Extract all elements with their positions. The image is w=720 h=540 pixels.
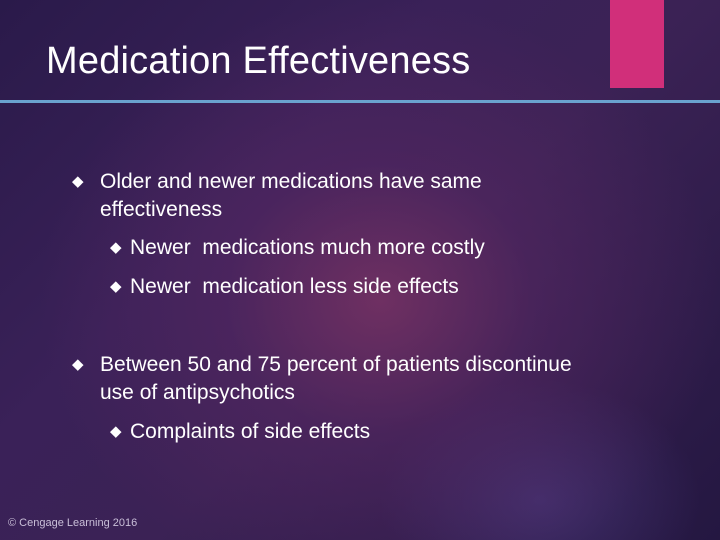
sub-bullet-text: Newer medication less side effects [130, 275, 459, 298]
bullet-item: ◆ Between 50 and 75 percent of patients … [72, 351, 580, 407]
bullet-text: Between 50 and 75 percent of patients di… [100, 353, 572, 404]
diamond-bullet-icon: ◆ [110, 423, 122, 440]
title-divider [0, 100, 720, 103]
slide-title: Medication Effectiveness [46, 40, 471, 82]
sub-bullet-item: ◆ Newer medications much more costly [110, 234, 630, 262]
diamond-bullet-icon: ◆ [72, 173, 84, 190]
diamond-bullet-icon: ◆ [110, 239, 122, 256]
sub-bullet-text: Complaints of side effects [130, 420, 371, 443]
accent-bar [610, 0, 664, 88]
copyright-footer: © Cengage Learning 2016 [8, 517, 138, 529]
sub-bullet-text: Newer medications much more costly [130, 236, 485, 259]
sub-bullet-item: ◆ Complaints of side effects [110, 418, 630, 446]
bullet-text: Older and newer medications have same ef… [100, 170, 482, 221]
diamond-bullet-icon: ◆ [110, 278, 122, 295]
bullet-item: ◆ Older and newer medications have same … [72, 168, 580, 224]
sub-bullet-item: ◆ Newer medication less side effects [110, 273, 630, 301]
diamond-bullet-icon: ◆ [72, 356, 84, 373]
